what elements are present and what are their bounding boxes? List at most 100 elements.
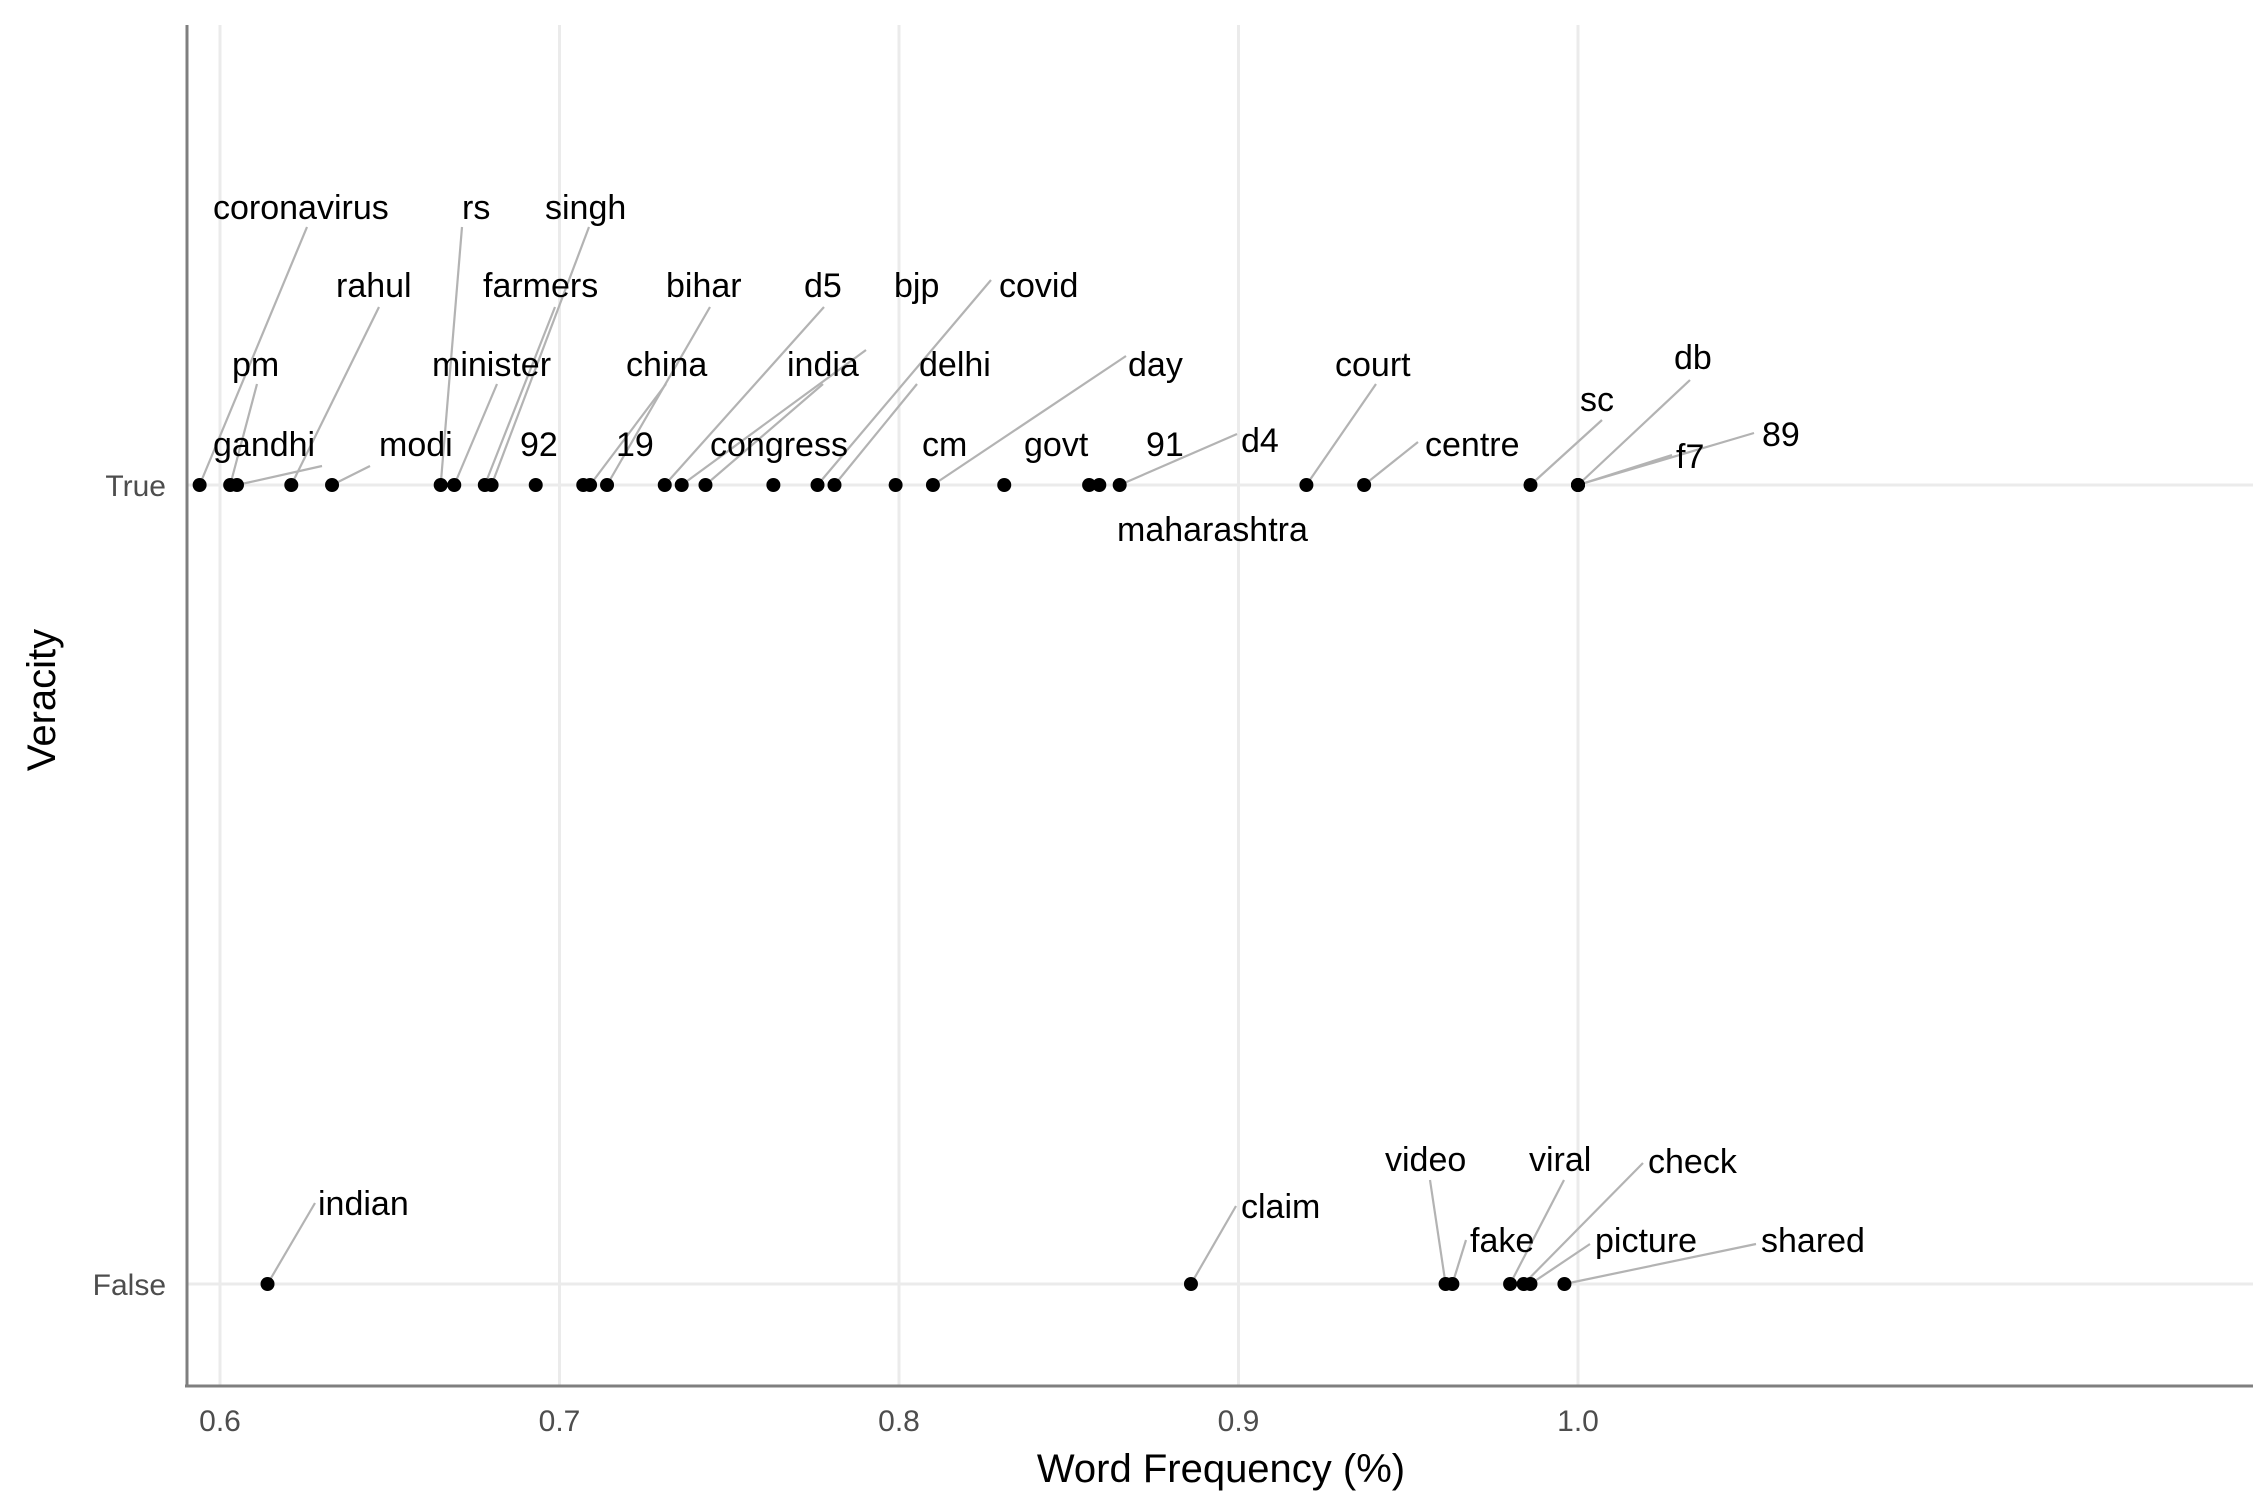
point-d5 xyxy=(657,478,672,492)
point-india xyxy=(698,478,713,492)
label-gandhi: gandhi xyxy=(213,426,315,464)
label-bjp: bjp xyxy=(894,267,939,305)
data-points xyxy=(192,478,1585,1291)
label-cm: cm xyxy=(922,426,967,464)
x-tick-label: 0.9 xyxy=(1218,1405,1260,1438)
x-axis-title: Word Frequency (%) xyxy=(1037,1447,1405,1491)
label-92: 92 xyxy=(520,426,558,464)
leader-line-video xyxy=(1428,1179,1447,1285)
y-axis-title: Veracity xyxy=(20,629,64,771)
point-bihar xyxy=(600,478,615,492)
leader-line-check xyxy=(1522,1162,1644,1285)
point-indian xyxy=(260,1277,275,1291)
label-sc: sc xyxy=(1580,381,1614,419)
point-day xyxy=(925,478,940,492)
x-tick-label: 0.8 xyxy=(878,1405,920,1438)
point-viral xyxy=(1503,1277,1518,1291)
leader-line-d5 xyxy=(663,306,825,486)
label-89: 89 xyxy=(1762,416,1800,454)
y-tick-label: False xyxy=(93,1269,166,1302)
leader-line-day xyxy=(932,355,1127,486)
point-claim xyxy=(1183,1277,1198,1291)
point-delhi xyxy=(827,478,842,492)
label-rs: rs xyxy=(462,189,490,227)
point-covid xyxy=(810,478,825,492)
point-rahul xyxy=(284,478,299,492)
leader-line-bjp xyxy=(681,349,867,486)
leader-line-d4 xyxy=(1119,432,1238,487)
label-delhi: delhi xyxy=(919,346,991,384)
label-d4: d4 xyxy=(1241,422,1279,460)
point-centre xyxy=(1357,478,1372,492)
word-labels: coronavirus pm gandhi rahul modi rs minister fa… xyxy=(213,189,1865,1260)
x-tick-label: 0.6 xyxy=(199,1405,241,1438)
label-d5: d5 xyxy=(804,267,842,305)
leader-line-bihar xyxy=(606,306,711,486)
label-india: india xyxy=(787,346,859,384)
label-minister: minister xyxy=(432,346,551,384)
point-d4 xyxy=(1112,478,1127,492)
point-91 xyxy=(1092,478,1107,492)
label-bihar: bihar xyxy=(666,267,742,305)
label-db: db xyxy=(1674,339,1712,377)
leader-line-minister xyxy=(453,383,499,486)
label-coronavirus: coronavirus xyxy=(213,189,389,227)
leader-line-sc xyxy=(1529,419,1603,486)
label-viral: viral xyxy=(1529,1141,1591,1179)
leader-line-delhi xyxy=(833,383,918,486)
leader-line-singh xyxy=(490,226,591,486)
point-govt xyxy=(997,478,1012,492)
label-china: china xyxy=(626,346,707,384)
point-china xyxy=(583,478,598,492)
point-fake xyxy=(1445,1277,1460,1291)
label-video: video xyxy=(1385,1141,1466,1179)
label-indian: indian xyxy=(318,1185,409,1223)
label-govt: govt xyxy=(1024,426,1089,464)
x-tick-label: 0.7 xyxy=(539,1405,581,1438)
leader-line-viral xyxy=(1509,1179,1565,1285)
label-farmers: farmers xyxy=(483,267,598,305)
y-tick-label: True xyxy=(105,470,166,503)
leader-line-shared xyxy=(1564,1242,1757,1286)
label-leader-lines xyxy=(198,226,1757,1286)
point-congress xyxy=(766,478,781,492)
label-singh: singh xyxy=(545,189,626,227)
leader-line-rahul xyxy=(290,306,380,486)
point-coronavirus xyxy=(192,478,207,492)
point-court xyxy=(1299,478,1314,492)
leader-line-fake xyxy=(1451,1239,1468,1285)
leader-line-picture xyxy=(1529,1243,1591,1285)
x-tick-labels: 0.6 0.7 0.8 0.9 1.0 xyxy=(199,1405,1599,1438)
label-court: court xyxy=(1335,346,1411,384)
point-modi xyxy=(325,478,340,492)
label-check: check xyxy=(1648,1143,1738,1181)
grid-lines xyxy=(187,25,2253,1386)
leader-line-indian xyxy=(266,1202,316,1285)
point-sc xyxy=(1523,478,1538,492)
leader-line-pm xyxy=(229,383,259,486)
leader-line-db xyxy=(1577,379,1691,486)
label-fake: fake xyxy=(1470,1222,1534,1260)
leader-line-rs xyxy=(439,226,464,486)
y-tick-labels: True False xyxy=(93,470,166,1302)
label-f7: f7 xyxy=(1676,438,1704,476)
label-19: 19 xyxy=(616,426,654,464)
point-maharashtra xyxy=(1082,478,1097,492)
leader-line-china xyxy=(589,383,667,486)
label-91: 91 xyxy=(1146,426,1184,464)
leader-line-court xyxy=(1305,383,1377,486)
point-shared xyxy=(1557,1277,1572,1291)
leader-line-centre xyxy=(1363,441,1419,486)
x-tick-label: 1.0 xyxy=(1557,1405,1599,1438)
point-minister xyxy=(447,478,462,492)
point-cm xyxy=(888,478,903,492)
label-modi: modi xyxy=(379,426,453,464)
point-singh xyxy=(484,478,499,492)
label-pm: pm xyxy=(232,346,279,384)
point-gandhi xyxy=(229,478,244,492)
point-picture xyxy=(1523,1277,1538,1291)
point-bjp xyxy=(674,478,689,492)
point-89 xyxy=(1571,478,1585,492)
leader-line-india xyxy=(704,383,824,486)
